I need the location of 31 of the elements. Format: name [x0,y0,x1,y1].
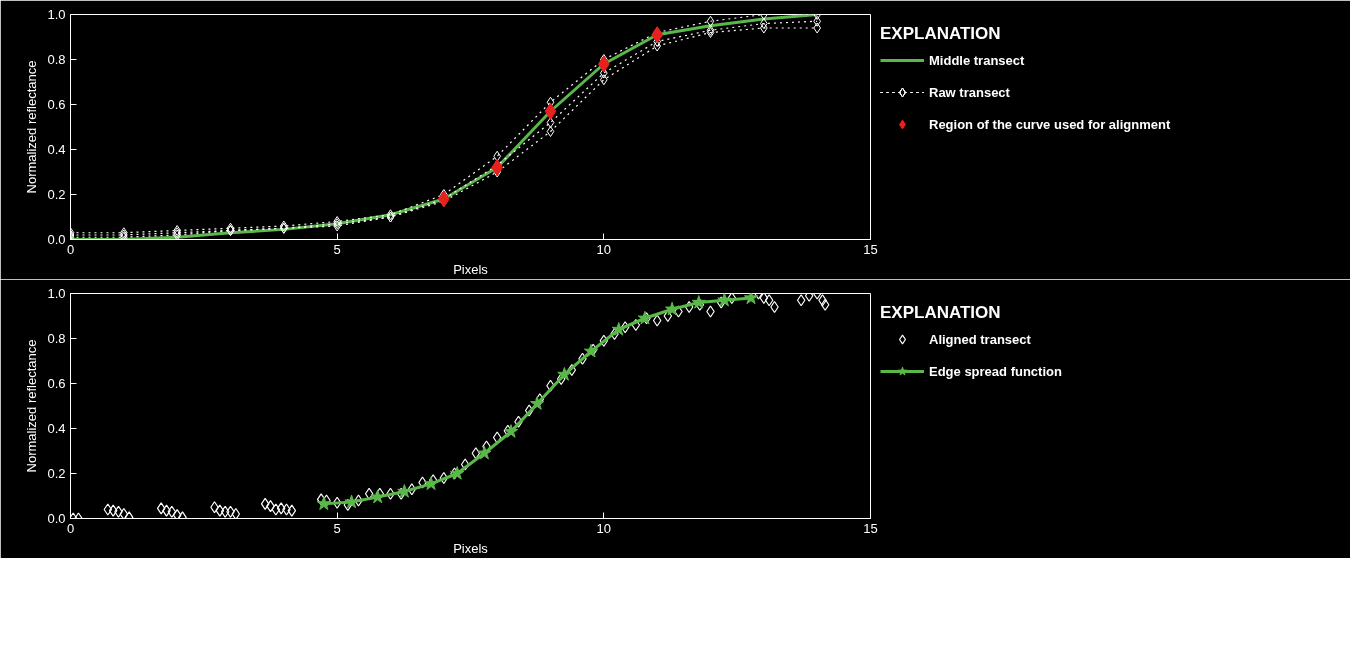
x-tick-label: 5 [333,520,341,536]
y-tick-label: 0.4 [47,142,66,157]
y-tick-label: 0.0 [47,232,66,247]
y-tick-label: 1.0 [47,7,66,22]
legend-label: Aligned transect [929,331,1032,347]
x-tick-label: 5 [333,241,341,257]
legend-label: Raw transect [929,84,1011,100]
x-tick-label: 15 [863,241,878,257]
x-tick-label: 0 [66,241,75,257]
y-tick-label: 0.6 [47,376,66,391]
y-tick-label: 0.0 [47,511,66,526]
y-tick-label: 0.6 [47,97,66,112]
y-tick-label: 0.4 [47,421,66,436]
x-tick-label: 10 [596,241,612,257]
legend-label: Region of the curve used for alignment [929,116,1171,132]
legend-title: EXPLANATION [880,24,1002,44]
y-tick-label: 0.8 [47,331,66,346]
y-axis-title: Normalized reflectance [24,60,40,194]
x-tick-label: 15 [863,520,878,536]
y-tick-label: 0.2 [47,187,66,202]
legend-label: Middle transect [929,52,1026,68]
y-tick-label: 1.0 [47,286,66,301]
y-axis-title: Normalized reflectance [24,339,40,473]
x-axis-title: Pixels [453,540,489,556]
legend-label: Edge spread function [929,363,1063,379]
y-tick-label: 0.2 [47,466,66,481]
x-tick-label: 0 [66,520,75,536]
x-axis-title: Pixels [453,261,489,277]
legend-title: EXPLANATION [880,303,1002,323]
x-tick-label: 10 [596,520,612,536]
y-tick-label: 0.8 [47,52,66,67]
